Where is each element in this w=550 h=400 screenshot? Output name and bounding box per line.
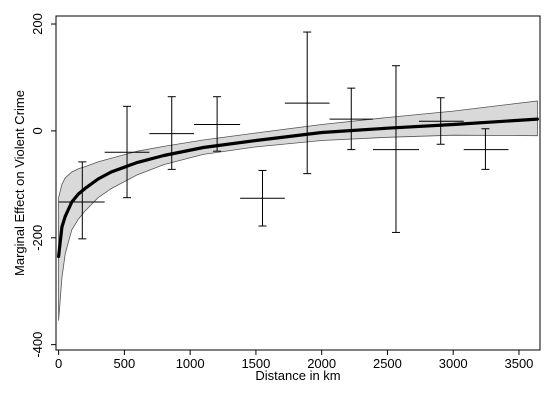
plot-frame xyxy=(55,15,541,351)
x-tick-label: 3000 xyxy=(439,356,468,371)
x-axis-title: Distance in km xyxy=(255,368,340,383)
confidence-band xyxy=(58,100,538,321)
x-tick-label: 3500 xyxy=(504,356,533,371)
y-axis-ticks: -400 -200 0 200 xyxy=(30,13,56,358)
x-tick-label: 1000 xyxy=(176,356,205,371)
x-tick-label: 2500 xyxy=(373,356,402,371)
x-tick-label: 500 xyxy=(114,356,136,371)
y-tick-label: 200 xyxy=(30,13,45,35)
bin-estimates xyxy=(58,31,509,240)
y-tick-label: -400 xyxy=(30,332,45,358)
x-axis-ticks: 0 500 1000 1500 2000 2500 3000 3500 xyxy=(55,350,533,371)
x-tick-label: 1500 xyxy=(241,356,270,371)
y-axis-title: Marginal Effect on Violent Crime xyxy=(12,90,27,276)
x-tick-label: 2000 xyxy=(307,356,336,371)
y-tick-label: -200 xyxy=(30,225,45,251)
y-tick-label: 0 xyxy=(30,127,45,134)
x-tick-label: 0 xyxy=(55,356,62,371)
fitted-curve-line xyxy=(57,117,539,259)
